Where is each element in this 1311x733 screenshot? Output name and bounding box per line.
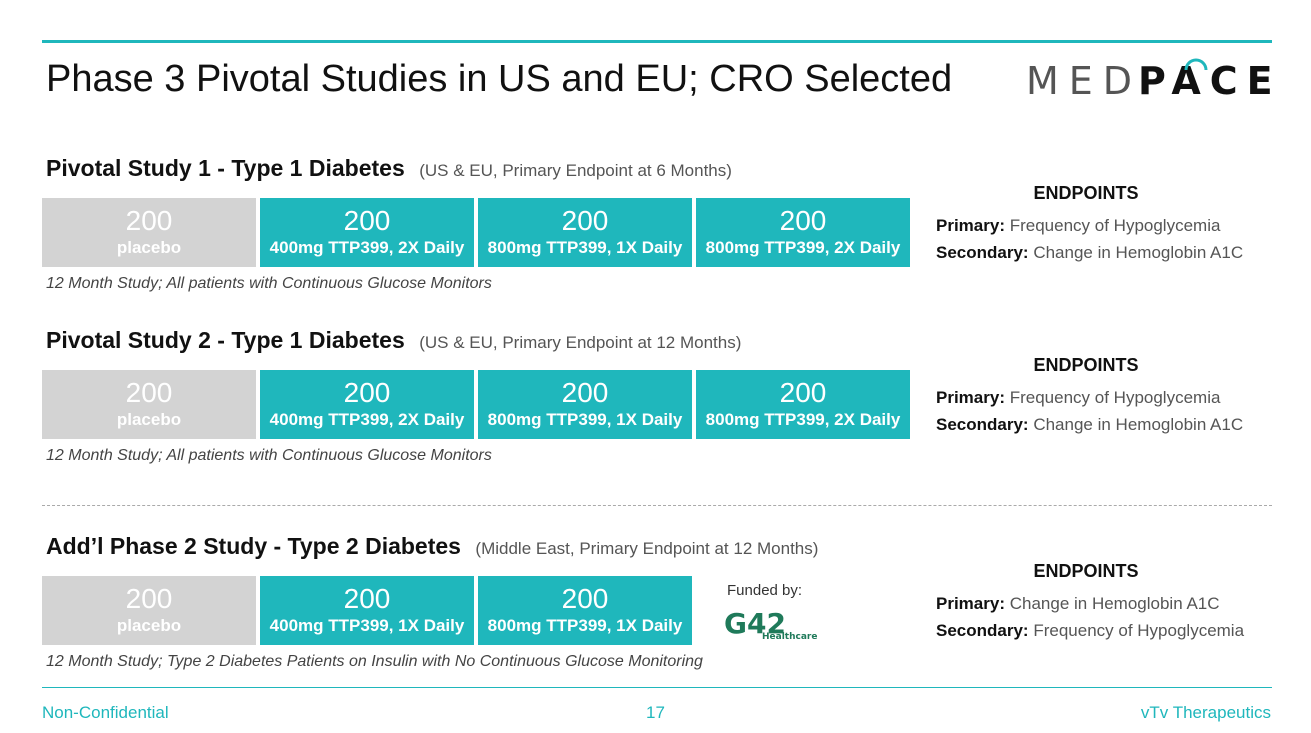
study-1-arm-4: 200 800mg TTP399, 2X Daily bbox=[696, 198, 910, 267]
primary-value: Frequency of Hypoglycemia bbox=[1009, 216, 1221, 235]
medpace-logo: MED PACE bbox=[1026, 58, 1273, 103]
arm-label: 800mg TTP399, 1X Daily bbox=[487, 410, 683, 429]
endpoint-secondary: Secondary: Frequency of Hypoglycemia bbox=[936, 617, 1281, 644]
study-2-meta: (US & EU, Primary Endpoint at 12 Months) bbox=[419, 333, 742, 352]
study-1-arm-2: 200 400mg TTP399, 2X Daily bbox=[260, 198, 474, 267]
primary-label: Primary: bbox=[936, 216, 1005, 235]
funder-sub: Healthcare bbox=[762, 632, 817, 641]
study-1-heading: Pivotal Study 1 - Type 1 Diabetes (US & … bbox=[46, 155, 732, 182]
primary-label: Primary: bbox=[936, 594, 1005, 613]
arm-count: 200 bbox=[343, 377, 391, 408]
arm-label: placebo bbox=[116, 410, 182, 429]
slide-title: Phase 3 Pivotal Studies in US and EU; CR… bbox=[46, 58, 953, 100]
endpoint-secondary: Secondary: Change in Hemoglobin A1C bbox=[936, 411, 1281, 438]
study-2-note: 12 Month Study; All patients with Contin… bbox=[46, 447, 492, 464]
arm-count: 200 bbox=[343, 205, 391, 236]
study-1-endpoints: ENDPOINTS Primary: Frequency of Hypoglyc… bbox=[936, 183, 1281, 266]
study-3-meta: (Middle East, Primary Endpoint at 12 Mon… bbox=[475, 539, 819, 558]
logo-part1: MED bbox=[1026, 59, 1142, 102]
arm-label: 400mg TTP399, 2X Daily bbox=[269, 410, 465, 429]
study-3-arm-3: 200 800mg TTP399, 1X Daily bbox=[478, 576, 692, 645]
study-1-meta: (US & EU, Primary Endpoint at 6 Months) bbox=[419, 161, 732, 180]
study-2-endpoints: ENDPOINTS Primary: Frequency of Hypoglyc… bbox=[936, 355, 1281, 438]
study-2-heading: Pivotal Study 2 - Type 1 Diabetes (US & … bbox=[46, 327, 741, 354]
arm-count: 200 bbox=[561, 377, 609, 408]
arm-count: 200 bbox=[561, 205, 609, 236]
arm-label: 400mg TTP399, 2X Daily bbox=[269, 238, 465, 257]
study-1-name: Pivotal Study 1 - Type 1 Diabetes bbox=[46, 155, 405, 181]
footer-confidentiality: Non-Confidential bbox=[42, 703, 169, 722]
secondary-value: Change in Hemoglobin A1C bbox=[1033, 243, 1244, 262]
arm-label: 400mg TTP399, 1X Daily bbox=[269, 616, 465, 635]
study-3-heading: Add’l Phase 2 Study - Type 2 Diabetes (M… bbox=[46, 533, 818, 560]
endpoints-title: ENDPOINTS bbox=[1033, 183, 1139, 203]
arm-count: 200 bbox=[561, 583, 609, 614]
endpoints-title: ENDPOINTS bbox=[1033, 561, 1139, 581]
arm-count: 200 bbox=[779, 205, 827, 236]
arm-count: 200 bbox=[125, 377, 173, 408]
secondary-label: Secondary: bbox=[936, 243, 1029, 262]
footer-rule bbox=[42, 687, 1272, 688]
endpoint-secondary: Secondary: Change in Hemoglobin A1C bbox=[936, 239, 1281, 266]
study-3-note: 12 Month Study; Type 2 Diabetes Patients… bbox=[46, 653, 703, 670]
section-divider bbox=[42, 505, 1272, 506]
primary-label: Primary: bbox=[936, 388, 1005, 407]
g42-healthcare-logo: G42 Healthcare bbox=[722, 603, 817, 642]
top-rule bbox=[42, 40, 1272, 43]
study-3-endpoints: ENDPOINTS Primary: Change in Hemoglobin … bbox=[936, 561, 1281, 644]
page-number: 17 bbox=[646, 703, 665, 722]
arm-label: 800mg TTP399, 1X Daily bbox=[487, 616, 683, 635]
endpoint-primary: Primary: Frequency of Hypoglycemia bbox=[936, 212, 1281, 239]
arm-label: placebo bbox=[116, 616, 182, 635]
secondary-label: Secondary: bbox=[936, 621, 1029, 640]
study-3-name: Add’l Phase 2 Study - Type 2 Diabetes bbox=[46, 533, 461, 559]
arm-count: 200 bbox=[779, 377, 827, 408]
secondary-label: Secondary: bbox=[936, 415, 1029, 434]
study-2-arm-placebo: 200 placebo bbox=[42, 370, 256, 439]
study-2-arm-4: 200 800mg TTP399, 2X Daily bbox=[696, 370, 910, 439]
footer-company: vTv Therapeutics bbox=[1140, 703, 1271, 722]
arm-label: 800mg TTP399, 2X Daily bbox=[705, 238, 901, 257]
study-3-arm-placebo: 200 placebo bbox=[42, 576, 256, 645]
funder-mark: G42 bbox=[724, 607, 786, 640]
funded-by-label: Funded by: bbox=[727, 582, 803, 599]
study-2-arm-2: 200 400mg TTP399, 2X Daily bbox=[260, 370, 474, 439]
arm-count: 200 bbox=[125, 205, 173, 236]
primary-value: Change in Hemoglobin A1C bbox=[1009, 594, 1220, 613]
arm-label: 800mg TTP399, 1X Daily bbox=[487, 238, 683, 257]
primary-value: Frequency of Hypoglycemia bbox=[1009, 388, 1221, 407]
study-1-note: 12 Month Study; All patients with Contin… bbox=[46, 275, 492, 292]
arm-label: placebo bbox=[116, 238, 182, 257]
study-1-arm-3: 200 800mg TTP399, 1X Daily bbox=[478, 198, 692, 267]
study-1-arm-placebo: 200 placebo bbox=[42, 198, 256, 267]
endpoint-primary: Primary: Frequency of Hypoglycemia bbox=[936, 384, 1281, 411]
secondary-value: Change in Hemoglobin A1C bbox=[1033, 415, 1244, 434]
arm-count: 200 bbox=[343, 583, 391, 614]
endpoints-title: ENDPOINTS bbox=[1033, 355, 1139, 375]
study-2-name: Pivotal Study 2 - Type 1 Diabetes bbox=[46, 327, 405, 353]
endpoint-primary: Primary: Change in Hemoglobin A1C bbox=[936, 590, 1281, 617]
secondary-value: Frequency of Hypoglycemia bbox=[1033, 621, 1245, 640]
arm-label: 800mg TTP399, 2X Daily bbox=[705, 410, 901, 429]
arm-count: 200 bbox=[125, 583, 173, 614]
study-3-arm-2: 200 400mg TTP399, 1X Daily bbox=[260, 576, 474, 645]
study-2-arm-3: 200 800mg TTP399, 1X Daily bbox=[478, 370, 692, 439]
